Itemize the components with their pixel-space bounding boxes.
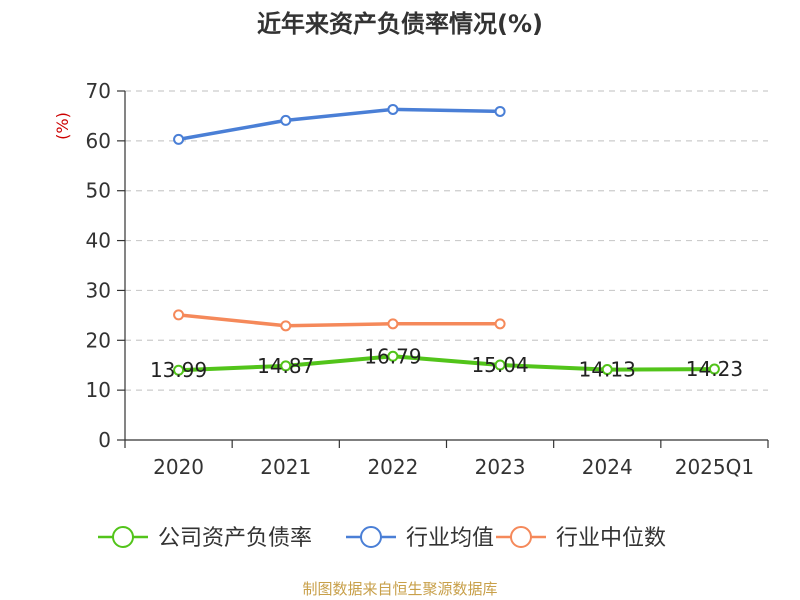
data-point — [280, 114, 292, 126]
data-label: 14.13 — [579, 358, 636, 382]
grid-lines — [125, 90, 768, 391]
x-tick-label: 2021 — [260, 455, 311, 479]
y-tick-label: 70 — [86, 79, 111, 103]
data-point — [601, 364, 613, 376]
data-label: 13.99 — [150, 358, 207, 382]
x-tick-label: 2025Q1 — [675, 455, 754, 479]
series-line — [176, 107, 502, 142]
y-tick-label: 60 — [86, 129, 111, 153]
series-2 — [173, 103, 506, 145]
legend-marker — [112, 526, 134, 548]
x-tick-label: 2020 — [153, 455, 204, 479]
y-tick-label: 10 — [86, 378, 111, 402]
data-point — [494, 359, 506, 371]
series-lines — [173, 103, 720, 376]
data-label: 14.23 — [686, 357, 743, 381]
legend-label: 行业均值 — [406, 526, 494, 551]
legend-marker — [360, 526, 382, 548]
data-point — [708, 363, 720, 375]
legend-marker — [510, 526, 532, 548]
series-line — [176, 313, 502, 328]
data-point — [387, 103, 399, 115]
series-1 — [173, 350, 720, 376]
data-point — [494, 105, 506, 117]
x-tick-label: 2023 — [475, 455, 526, 479]
legend: 公司资产负债率 行业均值 行业中位数 — [98, 526, 666, 551]
y-tick-label: 0 — [98, 428, 111, 452]
series-3 — [173, 309, 506, 332]
data-point — [173, 133, 185, 145]
y-tick-label: 20 — [86, 328, 111, 352]
legend-label: 公司资产负债率 — [158, 526, 312, 551]
data-point — [494, 318, 506, 330]
x-tick-label: 2024 — [582, 455, 633, 479]
y-tick-label: 40 — [86, 229, 111, 253]
y-tick-label: 30 — [86, 278, 111, 302]
y-tick-label: 50 — [86, 179, 111, 203]
data-point — [173, 364, 185, 376]
series-line — [176, 354, 717, 373]
data-point — [280, 320, 292, 332]
data-label: 15.04 — [471, 353, 528, 377]
data-point — [280, 360, 292, 372]
y-axis-unit: (%) — [53, 112, 72, 140]
chart-title: 近年来资产负债率情况(%) — [257, 10, 543, 38]
legend-label: 行业中位数 — [556, 526, 666, 551]
data-label: 14.87 — [257, 354, 314, 378]
data-point — [173, 309, 185, 321]
source-note: 制图数据来自恒生聚源数据库 — [302, 580, 497, 598]
x-tick-label: 2022 — [367, 455, 418, 479]
data-labels: 13.99 14.87 16.79 15.04 14.13 14.23 — [150, 344, 743, 382]
data-label: 16.79 — [364, 344, 421, 368]
legend-item: 行业中位数 — [496, 526, 666, 551]
data-point — [387, 318, 399, 330]
legend-item: 公司资产负债率 — [98, 526, 312, 551]
legend-item: 行业均值 — [346, 526, 494, 551]
axes: 0 10 20 30 40 50 60 70 2020 2021 2022 2023 2024 2025Q… — [86, 79, 769, 479]
data-point — [387, 350, 399, 362]
